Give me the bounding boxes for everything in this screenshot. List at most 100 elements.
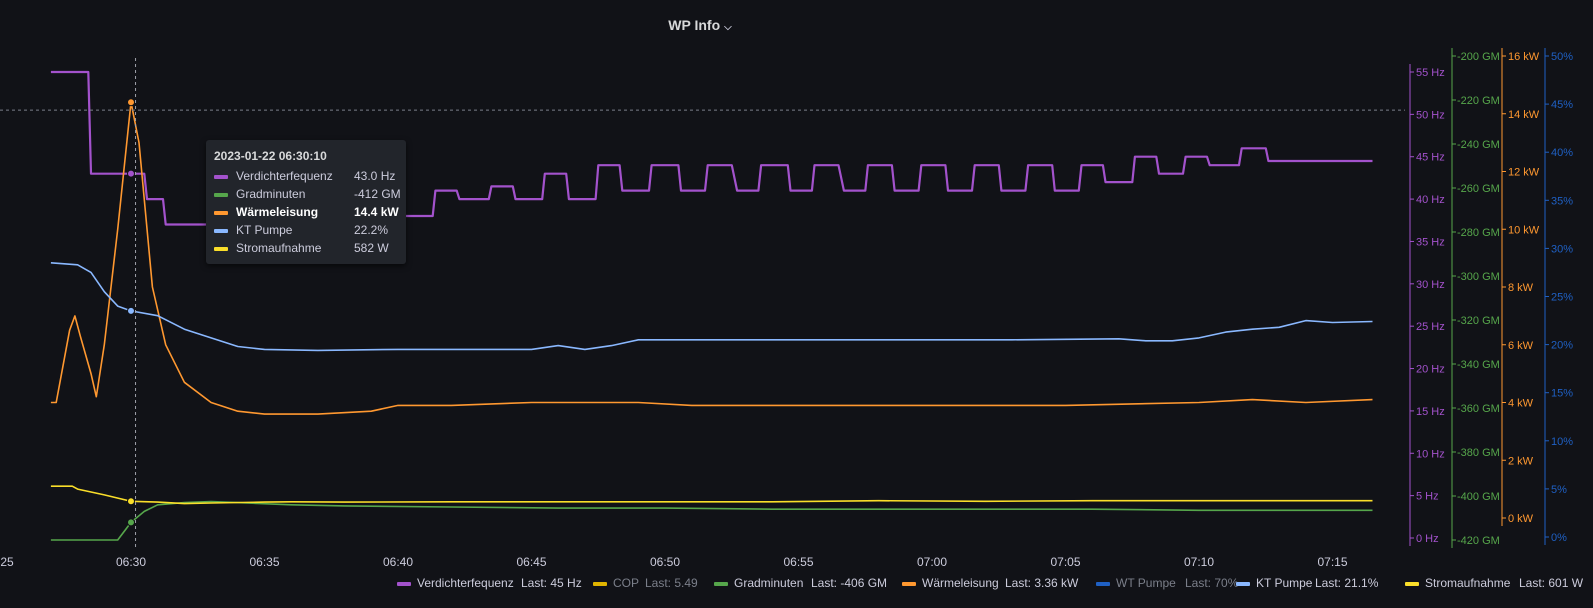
y-tick-label: 5 Hz [1416,491,1439,503]
y-tick-label: 0 Hz [1416,533,1439,545]
x-tick-label: 25 [0,555,14,569]
y-tick-label: 6 kW [1508,340,1534,352]
y-tick-label: 30 Hz [1416,279,1445,291]
y-tick-label: 15% [1551,388,1573,400]
legend-swatch [1236,582,1250,586]
tooltip-time: 2023-01-22 06:30:10 [214,149,327,163]
tooltip-swatch [214,193,228,197]
y-tick-label: 45 Hz [1416,152,1445,164]
y-tick-label: -400 GM [1457,491,1500,503]
legend-swatch [714,582,728,586]
tooltip-row: Gradminuten -412 GM [214,186,402,204]
y-tick-label: -420 GM [1457,535,1500,547]
series-line-wrmeleisung [50,101,1373,415]
y-tick-label: 20% [1551,340,1573,352]
y-tick-label: 35% [1551,195,1573,207]
hover-point-wrmeleisung [127,98,135,107]
y-axis-gm: -200 GM -220 GM -240 GM -260 GM -280 GM -300 … [1451,48,1500,548]
y-tick-label: -260 GM [1457,183,1500,195]
tooltip-swatch [214,175,228,179]
y-tick-label: 15 Hz [1416,406,1445,418]
legend-name: WT Pumpe [1116,576,1176,590]
legend-swatch [1096,582,1110,586]
tooltip-series-value: 582 W [354,241,389,255]
tooltip-row: KT Pumpe 22.2% [214,222,402,240]
series-layer [50,70,1373,541]
y-tick-label: 0 kW [1508,513,1534,525]
tooltip-swatch [214,247,228,251]
tooltip-series-value: 14.4 kW [354,205,399,219]
y-tick-label: 4 kW [1508,398,1534,410]
legend-last: Last: 21.1% [1315,576,1379,590]
y-tick-label: 5% [1551,484,1567,496]
y-tick-label: 40% [1551,147,1573,159]
y-tick-label: 0% [1551,532,1567,544]
tooltip-row: Stromaufnahme 582 W [214,240,402,258]
legend-last: Last: 45 Hz [521,576,582,590]
y-tick-label: 2 kW [1508,455,1534,467]
x-tick-label: 07:10 [1184,555,1214,569]
legend-name: KT Pumpe [1256,576,1313,590]
legend-name: COP [613,576,640,590]
tooltip-series-value: -412 GM [354,187,401,201]
legend-swatch [902,582,916,586]
chart-legend: Verdichterfequenz Last: 45 Hz COP Last: … [0,576,1593,594]
y-tick-label: -200 GM [1457,51,1500,63]
y-tick-label: 10% [1551,436,1573,448]
legend-last: Last: 5.49 [645,576,698,590]
x-tick-label: 06:40 [383,555,413,569]
tooltip-series-value: 22.2% [354,223,389,237]
y-axis-kw: 16 kW 14 kW 12 kW 10 kW 8 kW 6 kW 4 kW 2 kW 0 kW [1501,48,1540,526]
series-line-ktpumpe [50,262,1373,352]
x-tick-label: 06:50 [650,555,680,569]
x-tick-label: 06:30 [116,555,146,569]
axes-layer: 55 Hz 50 Hz 45 Hz 40 Hz 35 Hz 30 Hz 25 Hz 20 Hz… [0,48,1573,569]
y-tick-label: 8 kW [1508,282,1534,294]
timeseries-chart[interactable]: 55 Hz 50 Hz 45 Hz 40 Hz 35 Hz 30 Hz 25 Hz 20 Hz… [0,0,1593,575]
y-tick-label: -280 GM [1457,227,1500,239]
x-tick-label: 06:45 [516,555,546,569]
x-tick-label: 06:55 [783,555,813,569]
series-line-stromaufnahme [50,485,1373,505]
y-tick-label: 45% [1551,99,1573,111]
y-axis-hz: 55 Hz 50 Hz 45 Hz 40 Hz 35 Hz 30 Hz 25 Hz 20 Hz… [1409,64,1445,546]
x-tick-label: 07:00 [917,555,947,569]
y-tick-label: 12 kW [1508,167,1540,179]
tooltip-series-name: Verdichterfequenz [236,169,333,183]
y-tick-label: 55 Hz [1416,67,1445,79]
y-axis-pct: 50% 45% 40% 35% 30% 25% 20% 15% 10% 5% 0% [1544,48,1573,545]
legend-last: Last: -406 GM [811,576,888,590]
y-tick-label: 35 Hz [1416,236,1445,248]
y-tick-label: -220 GM [1457,95,1500,107]
y-tick-label: 25 Hz [1416,321,1445,333]
hover-point-ktpumpe [127,306,135,315]
x-tick-label: 06:35 [249,555,279,569]
y-tick-label: 25% [1551,292,1573,304]
y-tick-label: -340 GM [1457,359,1500,371]
legend-swatch [397,582,411,586]
hover-point-gradminuten [127,518,135,527]
y-tick-label: -320 GM [1457,315,1500,327]
tooltip-series-name: Wärmeleisung [236,205,319,219]
legend-last: Last: 70% [1185,576,1239,590]
tooltip-row: Verdichterfequenz 43.0 Hz [214,168,402,186]
tooltip-row-highlighted: Wärmeleisung 14.4 kW [214,204,402,222]
y-tick-label: 16 kW [1508,51,1540,63]
hover-point-verdichterfequenz [127,169,135,178]
y-tick-label: 50% [1551,51,1573,63]
legend-name: Stromaufnahme [1425,576,1511,590]
y-tick-label: 20 Hz [1416,364,1445,376]
y-tick-label: -240 GM [1457,139,1500,151]
x-axis: 25 06:30 06:35 06:40 06:45 06:50 06:55 07:00 07:… [0,555,1348,569]
legend-last: Last: 3.36 kW [1005,576,1079,590]
panel-title[interactable]: WP Info ⌵ [0,17,1400,33]
panel-title-text: WP Info [668,17,721,33]
hover-tooltip: 2023-01-22 06:30:10 Verdichterfequenz 43… [206,140,406,264]
tooltip-series-name: KT Pumpe [236,223,293,237]
tooltip-series-value: 43.0 Hz [354,169,396,183]
legend-name: Verdichterfequenz [417,576,514,590]
y-tick-label: -360 GM [1457,403,1500,415]
legend-name: Gradminuten [734,576,804,590]
tooltip-swatch [214,211,228,215]
legend-last: Last: 601 W [1519,576,1584,590]
